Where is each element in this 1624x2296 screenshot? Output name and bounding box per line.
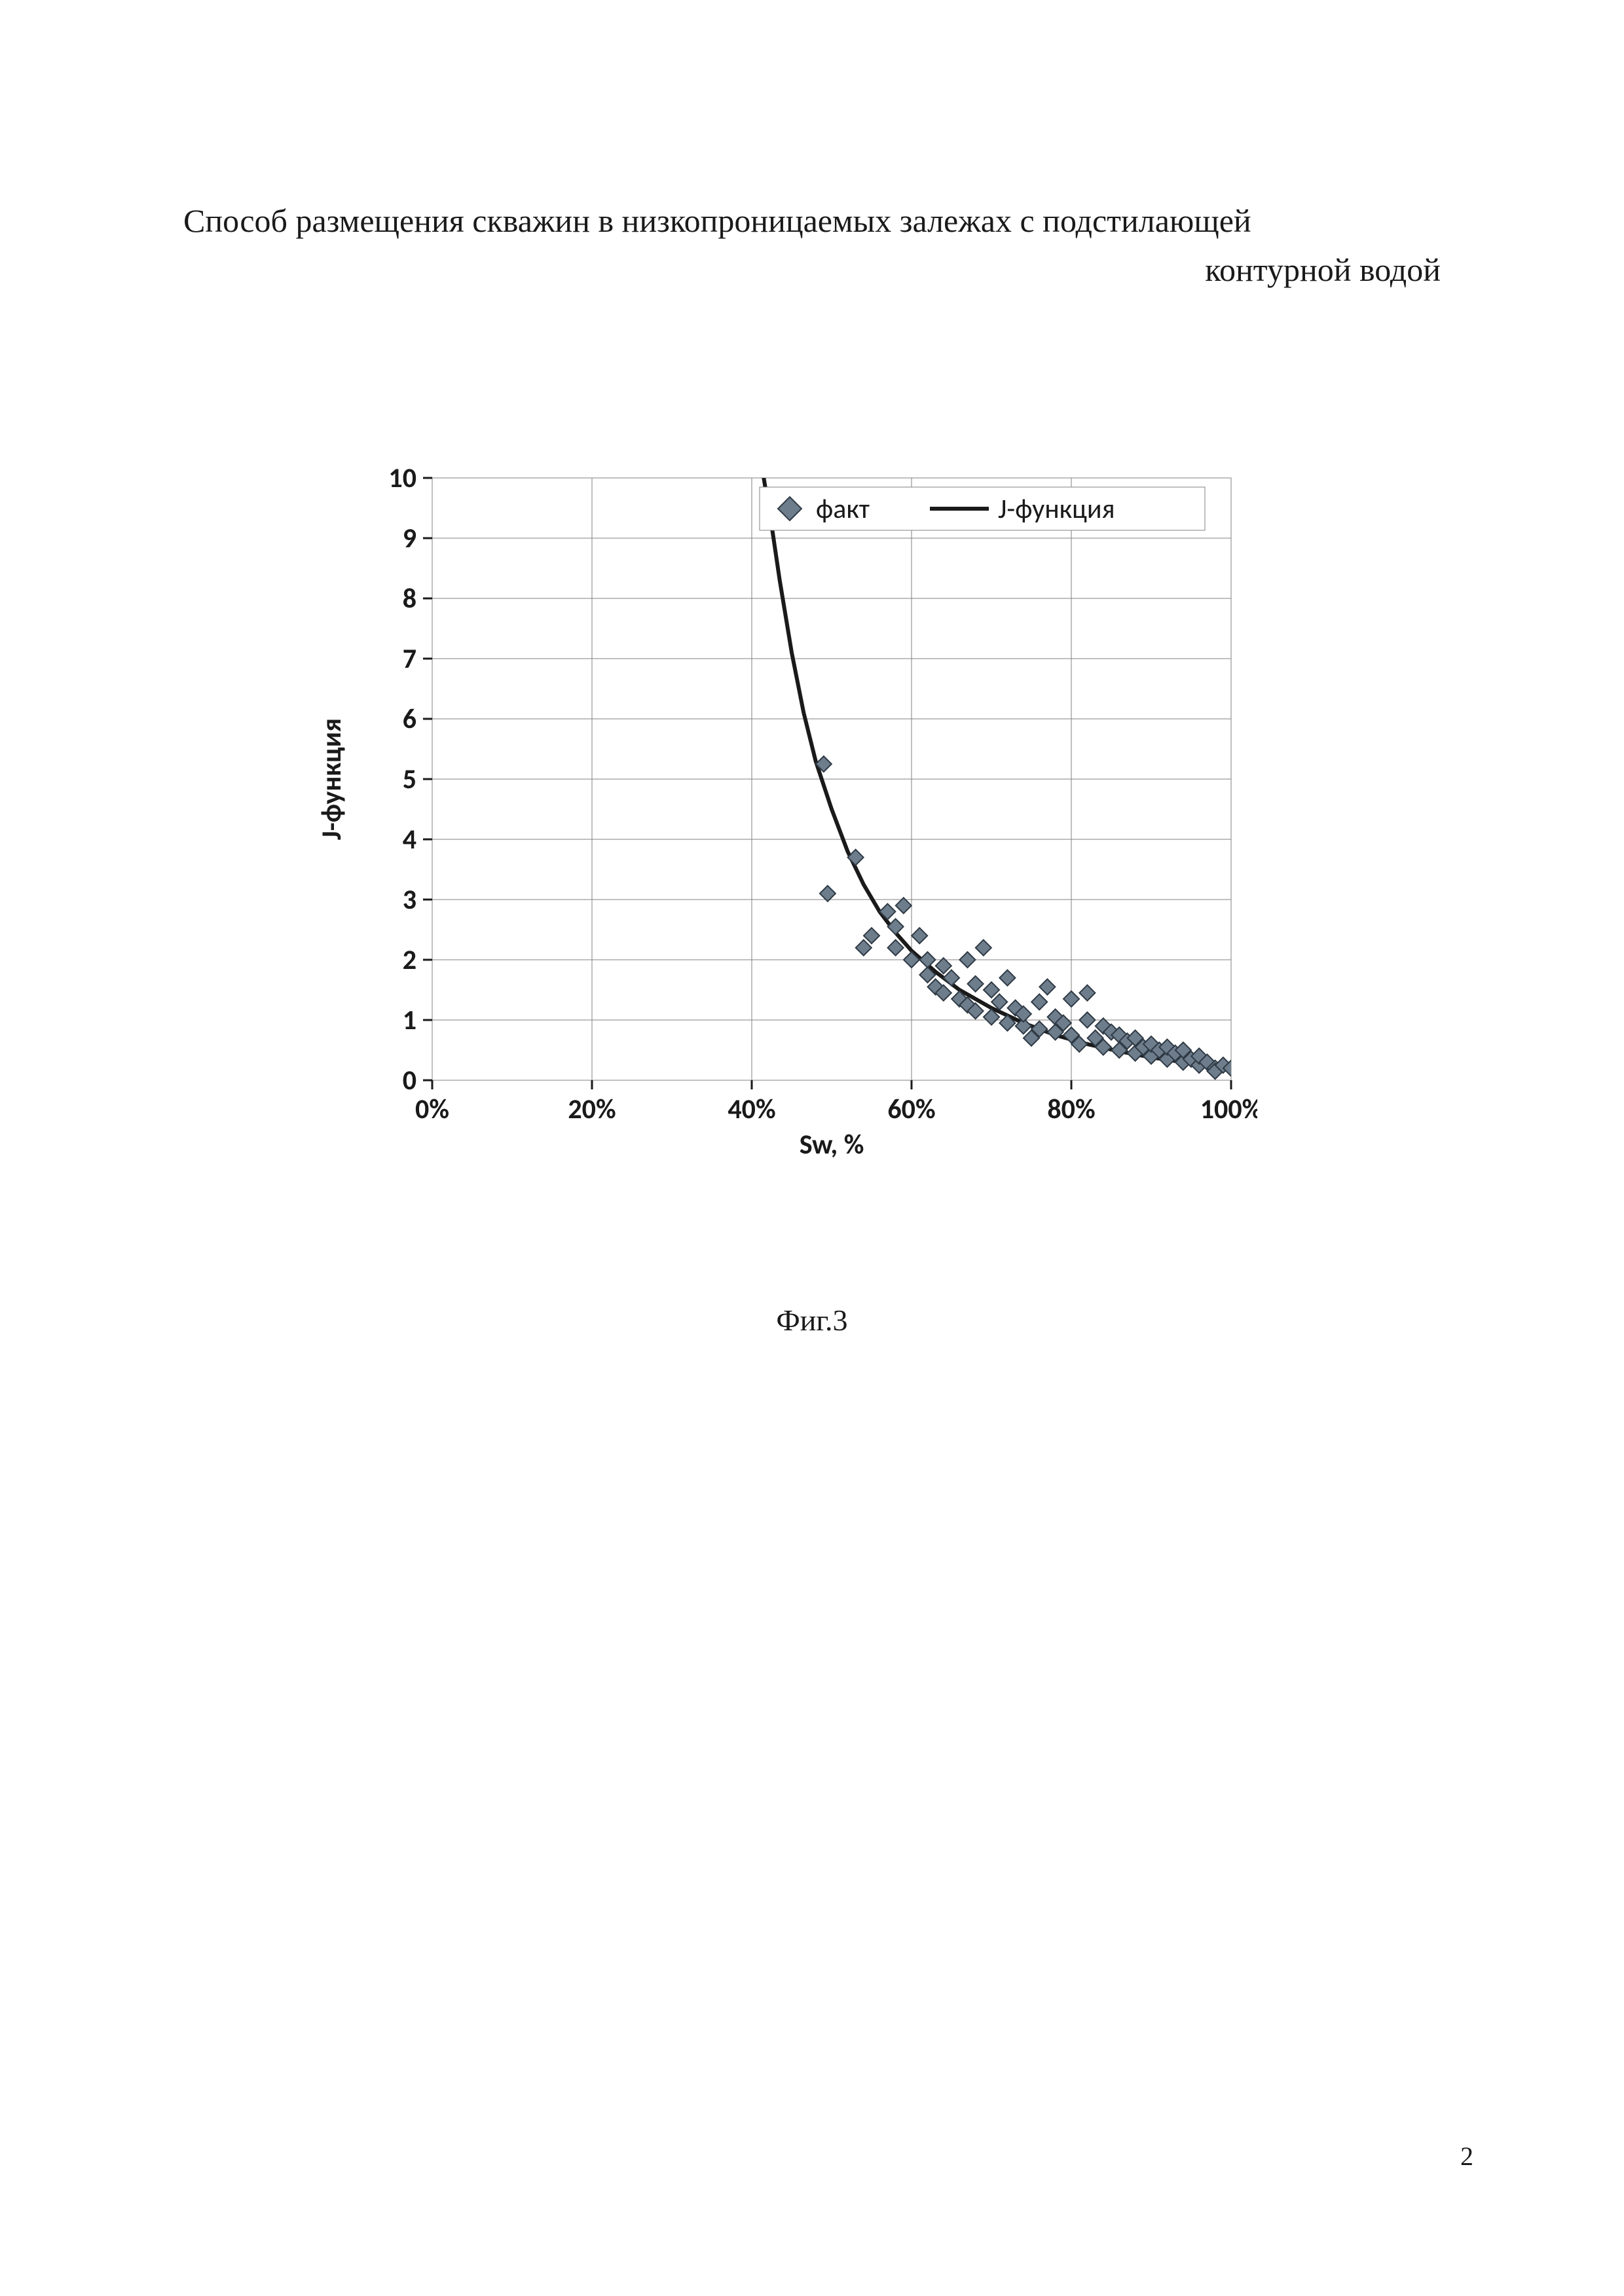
y-tick-label: 4: [403, 823, 416, 856]
chart-svg: 0123456789100%20%40%60%80%100%J-функцияS…: [301, 465, 1257, 1172]
y-tick-label: 2: [403, 943, 416, 977]
x-tick-label: 100%: [1200, 1093, 1257, 1126]
figure-caption: Фиг.3: [183, 1303, 1441, 1338]
y-tick-label: 1: [403, 1004, 416, 1037]
x-tick-label: 40%: [728, 1093, 775, 1126]
title-line-2: контурной водой: [183, 246, 1441, 295]
page-title: Способ размещения скважин в низкопроница…: [183, 196, 1441, 295]
x-tick-label: 60%: [887, 1093, 935, 1126]
y-tick-label: 0: [403, 1064, 416, 1097]
y-tick-label: 5: [403, 763, 416, 796]
x-tick-label: 0%: [415, 1093, 449, 1126]
legend-label-jfunc: J-функция: [998, 492, 1115, 526]
y-tick-label: 3: [403, 883, 416, 917]
y-tick-label: 6: [403, 702, 416, 736]
x-tick-label: 20%: [568, 1093, 616, 1126]
y-tick-label: 9: [403, 522, 416, 555]
page-number: 2: [1460, 2141, 1473, 2172]
legend-label-fact: факт: [816, 492, 870, 526]
title-line-1: Способ размещения скважин в низкопроница…: [183, 196, 1441, 246]
x-axis-label: Sw, %: [800, 1128, 864, 1161]
j-function-chart: 0123456789100%20%40%60%80%100%J-функцияS…: [301, 465, 1323, 1172]
y-axis-label: J-функция: [315, 718, 348, 840]
y-tick-label: 8: [403, 582, 416, 615]
y-tick-label: 7: [403, 642, 416, 676]
y-tick-label: 10: [388, 465, 416, 495]
x-tick-label: 80%: [1047, 1093, 1095, 1126]
